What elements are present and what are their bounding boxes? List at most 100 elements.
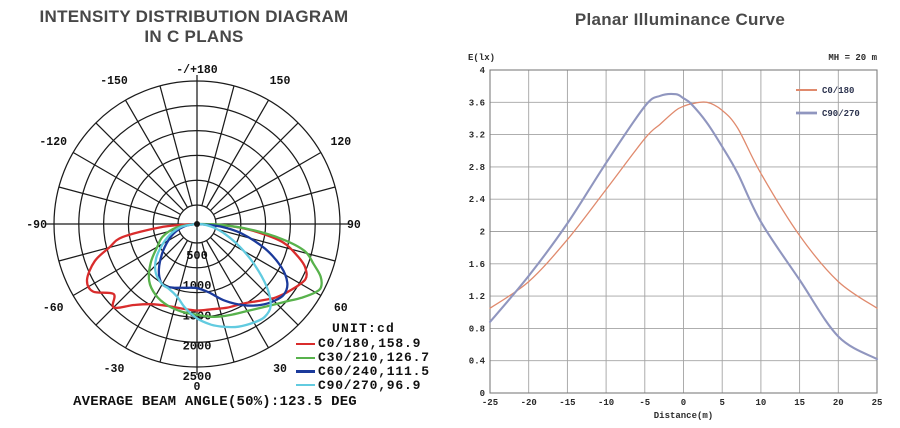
polar-spoke [201,242,235,363]
polar-curve-C60-240 [157,222,289,307]
y-tick-label: 0.4 [469,357,486,367]
legend-item-C30-210: C30/210,126.7 [296,350,460,366]
planar-curves [488,92,879,361]
plot-border [489,69,878,394]
angle-label: 0 [194,381,201,394]
x-tick-label: 0 [681,398,686,408]
polar-title-line1: INTENSITY DISTRIBUTION DIAGRAM [39,7,349,26]
angle-label: 90 [347,219,361,232]
polar-spoke [124,99,189,208]
angle-label: -150 [100,75,128,88]
y-tick-label: 3.6 [469,98,485,108]
x-tick-label: -25 [482,398,498,408]
angle-label: -120 [39,136,67,149]
planar-illuminance-panel: Planar Illuminance Curve -25 -20 -15 -10 -5 0… [460,0,900,428]
x-axis-label: Distance(m) [654,411,713,421]
ring-value-label: 2500 [183,370,212,384]
polar-spoke [215,186,336,220]
angle-label: -90 [26,219,47,232]
y-tick-label: 2.4 [469,195,486,205]
y-tick-label: 0 [480,389,485,399]
polar-chart-title: INTENSITY DISTRIBUTION DIAGRAM IN C PLAN… [0,7,388,47]
y-tick-label: 4 [480,66,486,76]
x-tick-label: -20 [521,398,537,408]
x-tick-label: 5 [719,398,724,408]
average-beam-angle-label: AVERAGE BEAM ANGLE(50%):123.5 DEG [73,394,357,410]
polar-spoke [205,240,270,349]
mounting-height-label: MH = 20 m [828,53,877,63]
y-tick-label: 2 [480,228,485,238]
planar-grid [489,69,878,394]
y-tick-label: 1.6 [469,260,485,270]
legend-label: C30/210,126.7 [318,350,430,366]
planar-legend-label: C0/180 [822,86,854,96]
planar-curve-C90-270 [488,92,879,361]
planar-curve-C0-180 [489,101,878,309]
planar-legend: C0/180 C90/270 [796,86,860,119]
polar-curve-C30-210 [147,222,323,319]
y-tick-label: 2.8 [469,163,485,173]
polar-spoke [95,236,185,326]
legend-label: C0/180,158.9 [318,336,422,352]
x-tick-label: 10 [755,398,766,408]
polar-spoke [124,240,189,349]
polar-curves [85,222,323,329]
ring-value-label: 500 [186,249,208,263]
angle-label: 30 [273,363,287,376]
polar-spoke [159,85,193,206]
planar-tick-labels: -25 -20 -15 -10 -5 0 5 10 15 20 25 0 0.4 0.8 1.2 1.6 2 2.… [469,66,883,408]
angle-label: -30 [104,363,125,376]
legend-swatch [296,356,315,359]
angle-label: -60 [43,302,64,315]
legend-label: C60/240,111.5 [318,364,430,379]
angle-label: -/+180 [176,64,218,77]
polar-spoke [95,122,185,212]
polar-spoke [72,151,181,216]
x-tick-label: 25 [872,398,883,408]
polar-spoke [159,242,193,363]
y-tick-label: 1.2 [469,292,485,302]
polar-spoke [201,85,235,206]
ring-value-label: 2000 [183,340,212,354]
legend-swatch [296,370,315,373]
x-tick-label: -5 [639,398,650,408]
x-tick-label: -10 [598,398,614,408]
legend-label: C90/270,96.9 [318,377,422,393]
polar-spoke [213,151,322,216]
polar-spoke [205,99,270,208]
angle-label: 150 [270,75,291,88]
polar-angle-labels: -/+180 -150 150 -120 120 -90 90 -60 60 -30 30 0 [26,64,361,394]
y-axis-label: E(lx) [468,53,495,63]
polar-spoke [58,228,179,262]
planar-illuminance-chart: -25 -20 -15 -10 -5 0 5 10 15 20 25 0 0.4 0.8 1.2 1.6 2 2.… [468,53,883,421]
legend-item-C60-240: C60/240,111.5 [296,364,460,379]
polar-spoke [215,228,336,262]
polar-spoke [209,122,299,212]
polar-spoke [58,186,179,220]
polar-unit-label: UNIT:cd [332,321,396,336]
polar-center-dot [194,221,200,227]
legend-swatch [296,384,315,387]
legend-swatch [296,342,315,346]
polar-spoke [213,232,322,297]
polar-legend: UNIT:cd C0/180,158.9 C30/210,126.7 C60/240… [296,321,460,393]
polar-curve-C0-180 [85,222,308,312]
legend-item-C90-270: C90/270,96.9 [296,377,460,393]
x-tick-label: -15 [559,398,575,408]
angle-label: 60 [334,302,348,315]
planar-chart-title: Planar Illuminance Curve [574,10,786,29]
polar-legend-rows: C0/180,158.9 C30/210,126.7 C60/240,111.5 C9… [296,336,460,393]
angle-label: 120 [330,136,351,149]
planar-legend-label: C90/270 [822,109,860,119]
x-tick-label: 15 [794,398,805,408]
y-tick-label: 0.8 [469,324,485,334]
intensity-distribution-panel: 500 1000 1500 2000 2500 -/+180 -150 150 -120 120-… [0,7,460,410]
x-tick-label: 20 [833,398,844,408]
polar-curve-C90-270 [154,222,272,329]
y-tick-label: 3.2 [469,131,485,141]
polar-title-line2: IN C PLANS [144,27,244,46]
polar-spoke [209,236,299,326]
